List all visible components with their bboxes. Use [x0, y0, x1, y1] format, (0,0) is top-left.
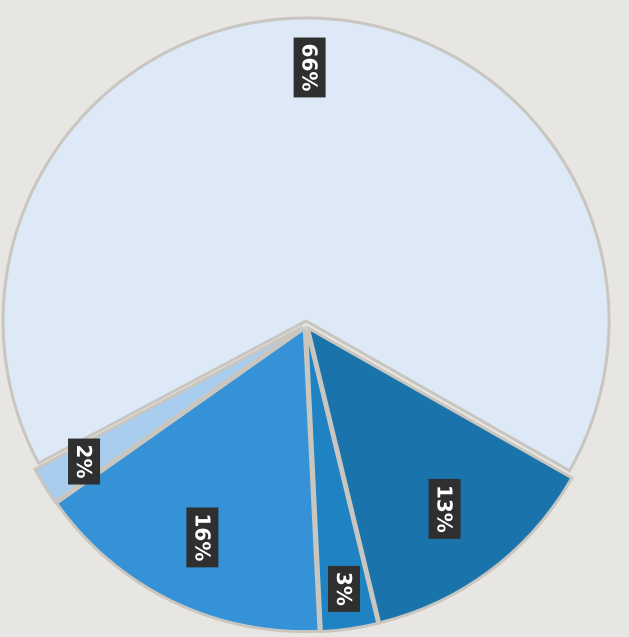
data-label-box-0	[293, 37, 326, 98]
data-label-text-2: 3%	[332, 572, 356, 606]
pie-slice-4	[33, 325, 304, 504]
pie-slice-2	[305, 328, 380, 634]
data-label-1: 13%	[428, 478, 461, 539]
data-label-text-4: 2%	[72, 445, 96, 479]
pie-labels: 66% 13% 3% 16% 2%	[68, 37, 461, 612]
pie-slices	[1, 16, 611, 634]
data-label-box-1	[428, 478, 461, 539]
pie-slice-1	[306, 325, 574, 625]
data-label-text-3: 16%	[190, 513, 214, 561]
data-label-text-0: 66%	[298, 44, 322, 92]
data-label-box-3	[186, 507, 219, 568]
data-label-3: 16%	[186, 507, 219, 568]
data-label-text-1: 13%	[433, 485, 457, 533]
data-label-box-4	[68, 438, 101, 485]
data-label-0: 66%	[293, 37, 326, 98]
pie-slice-3	[54, 325, 321, 634]
pie-slice-0	[1, 16, 611, 473]
data-label-box-2	[328, 565, 361, 612]
data-label-4: 2%	[68, 438, 101, 485]
data-label-2: 3%	[328, 565, 361, 612]
